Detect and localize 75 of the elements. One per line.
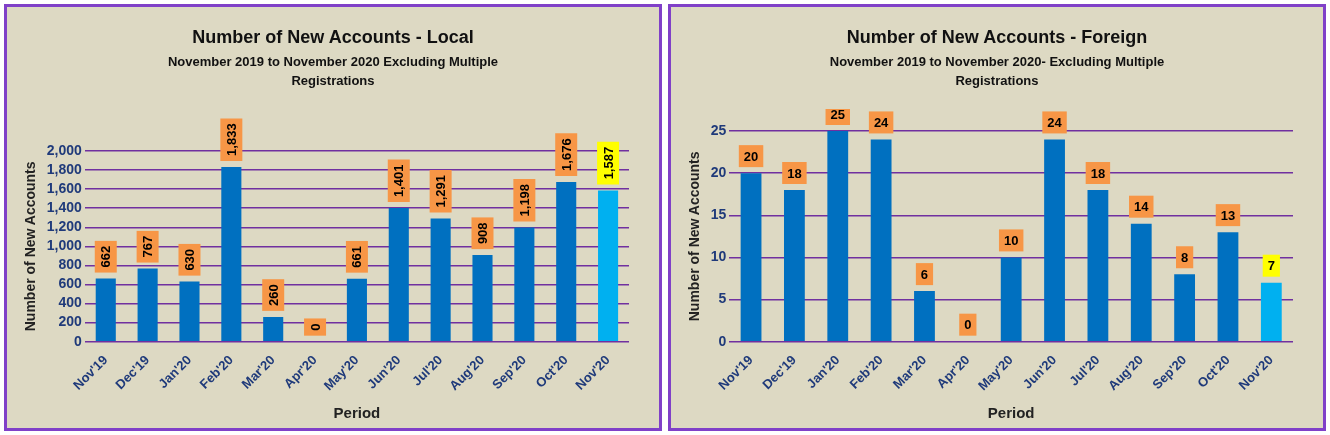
y-tick-label: 400	[58, 294, 83, 311]
y-tick-label: 20	[710, 163, 727, 180]
bar	[95, 278, 116, 341]
data-label: 7	[1267, 258, 1275, 274]
bar	[914, 291, 935, 341]
y-tick-label: 1,400	[46, 199, 83, 216]
data-label: 0	[307, 323, 323, 331]
data-label: 908	[475, 222, 491, 245]
y-tick-label: 0	[74, 332, 83, 349]
y-tick-label: 2,000	[46, 141, 83, 158]
y-tick-label: 1,200	[46, 218, 83, 235]
data-label: 1,587	[600, 146, 616, 180]
bar	[784, 189, 805, 341]
data-label: 260	[265, 284, 281, 306]
data-label: 24	[873, 115, 890, 131]
data-label: 10	[1003, 232, 1019, 248]
y-axis-title: Number of New Accounts	[686, 151, 703, 322]
y-tick-label: 800	[58, 256, 83, 273]
bar	[1130, 223, 1152, 341]
data-label: 630	[182, 248, 198, 271]
bar	[179, 281, 200, 341]
bar	[1087, 189, 1109, 341]
bar	[870, 139, 892, 341]
bar	[514, 227, 535, 341]
chart-title: Number of New Accounts - Foreign	[845, 27, 1149, 48]
data-label: 767	[140, 235, 156, 258]
bar	[1217, 232, 1239, 341]
data-label: 20	[743, 148, 759, 164]
bar	[740, 173, 762, 341]
bar	[1174, 274, 1196, 341]
data-label: 14	[1134, 199, 1150, 215]
bar	[221, 166, 242, 341]
data-label: 661	[349, 245, 365, 268]
data-label: 1,401	[391, 164, 407, 198]
bar	[388, 208, 409, 341]
chart-subtitle: November 2019 to November 2020 Excluding Multiple Registrations	[166, 53, 500, 90]
data-label: 1,291	[433, 175, 449, 208]
y-tick-label: 1,600	[46, 179, 83, 196]
y-tick-label: 1,000	[46, 237, 83, 254]
data-label: 662	[98, 245, 114, 268]
data-label: 1,833	[223, 123, 239, 156]
data-label: 6	[920, 266, 929, 282]
y-tick-label: 1,800	[46, 160, 83, 177]
y-axis-title: Number of New Accounts	[22, 161, 39, 332]
y-tick-label: 600	[58, 275, 83, 292]
bar	[598, 190, 619, 341]
data-label: 13	[1220, 207, 1236, 223]
y-tick-label: 0	[718, 332, 727, 349]
bar	[1044, 139, 1065, 341]
data-label: 18	[787, 165, 802, 181]
y-tick-label: 200	[58, 313, 83, 330]
data-label: 25	[830, 106, 845, 122]
x-axis-title: Period	[987, 404, 1035, 422]
bar	[556, 181, 577, 341]
bar	[137, 268, 158, 341]
bar	[263, 316, 284, 341]
y-tick-label: 25	[710, 121, 727, 138]
bar	[1000, 257, 1022, 341]
bar	[827, 131, 849, 341]
x-axis-title: Period	[333, 404, 381, 422]
bar	[472, 255, 493, 341]
bar	[430, 218, 451, 341]
data-label: 1,198	[516, 183, 532, 217]
data-label: 1,676	[558, 138, 574, 171]
y-tick-label: 10	[710, 248, 727, 265]
data-label: 0	[964, 317, 972, 333]
y-tick-label: 15	[710, 206, 727, 223]
y-tick-label: 5	[718, 290, 727, 307]
data-label: 8	[1180, 249, 1189, 265]
chart-subtitle: November 2019 to November 2020- Excluding Multiple Registrations	[828, 53, 1166, 90]
bar	[1260, 282, 1282, 341]
chart-title: Number of New Accounts - Local	[191, 27, 475, 48]
bar	[346, 278, 367, 341]
data-label: 18	[1090, 165, 1106, 181]
data-label: 24	[1047, 115, 1063, 131]
